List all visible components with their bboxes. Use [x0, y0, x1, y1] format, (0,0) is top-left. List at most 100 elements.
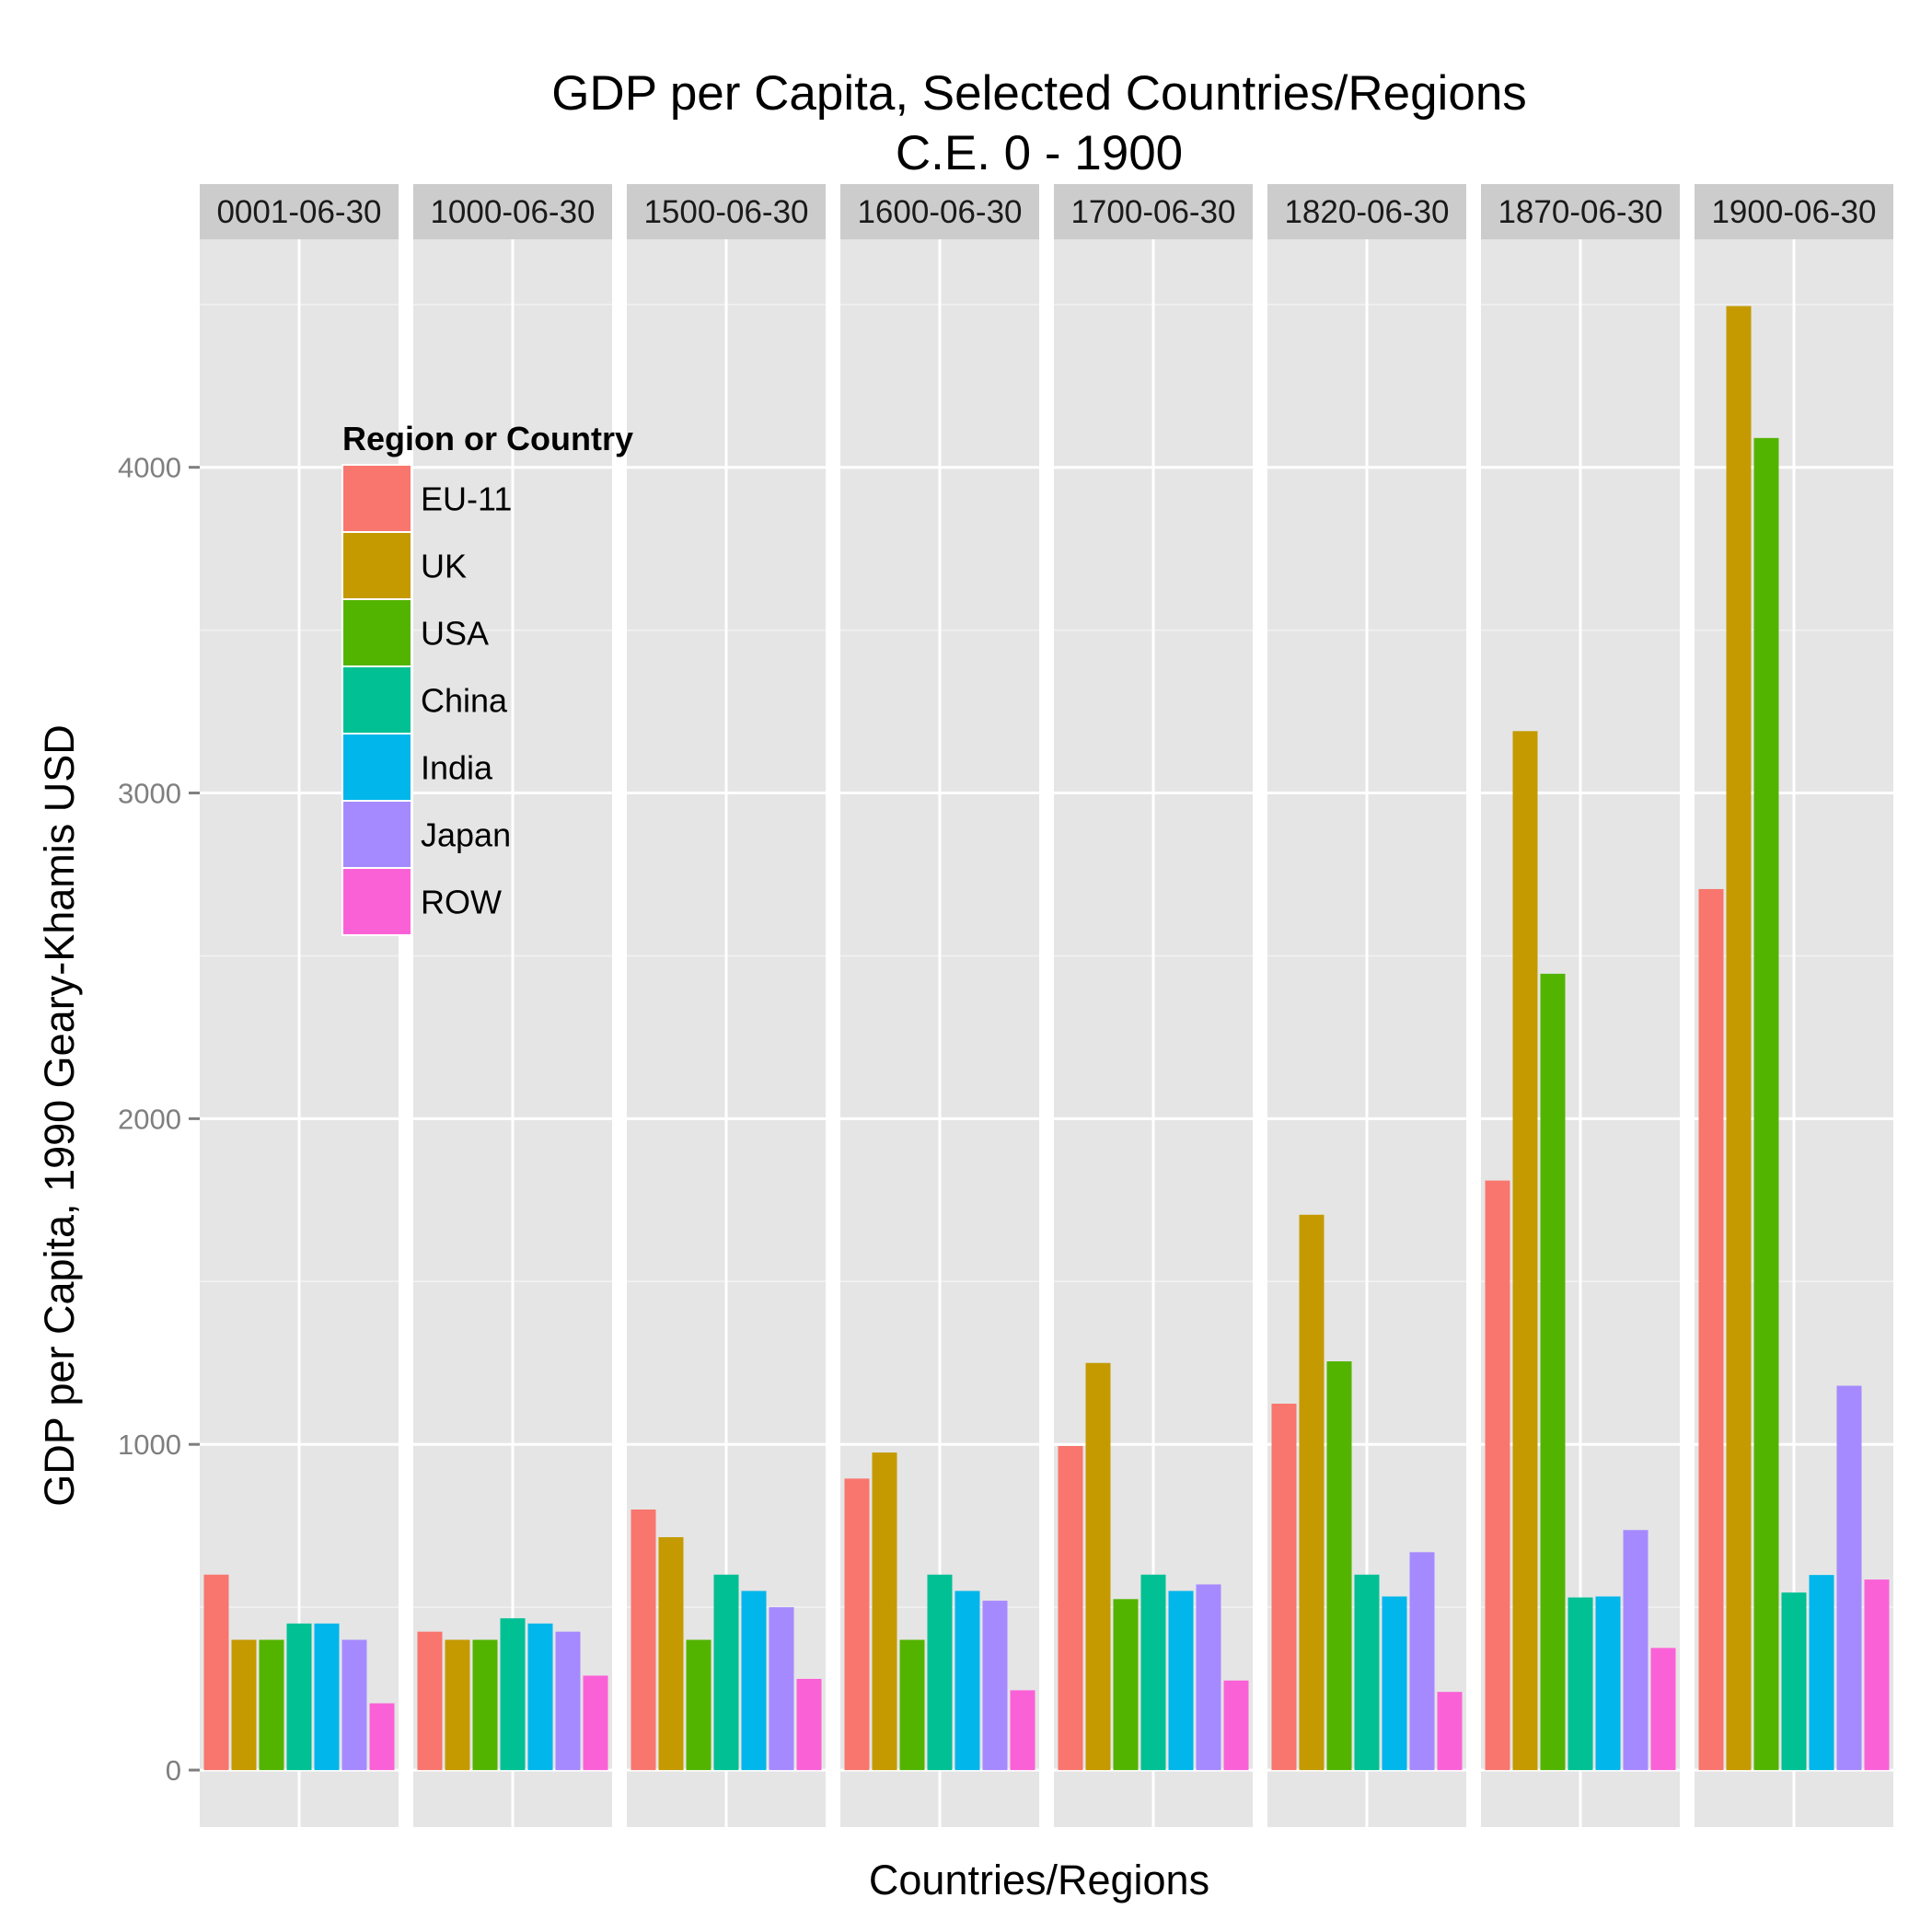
- legend-item: Japan: [341, 800, 511, 869]
- bar: [1299, 1214, 1325, 1771]
- bar: [286, 1623, 312, 1771]
- y-tick-label: 3000: [118, 778, 181, 810]
- bar: [954, 1591, 980, 1771]
- bar: [1568, 1597, 1593, 1771]
- bar: [1223, 1680, 1249, 1771]
- facet-strip-label: 0001-06-30: [216, 194, 381, 230]
- facet-panels: 0001-06-30 1000-06-30 1500-06-30 1600-06-30…: [200, 184, 1893, 1827]
- chart-title-line-2: C.E. 0 - 1900: [896, 126, 1183, 180]
- legend-label: China: [421, 682, 508, 720]
- bar: [203, 1574, 229, 1771]
- bar: [1085, 1362, 1111, 1771]
- legend-label: UK: [421, 548, 467, 585]
- legend-item: EU-11: [341, 464, 512, 533]
- chart-title-line-1: GDP per Capita, Selected Countries/Regio…: [551, 66, 1527, 121]
- y-axis: 0 1000 2000 3000 4000: [118, 452, 200, 1787]
- bar: [1326, 1361, 1352, 1771]
- facet-strip-label: 1000-06-30: [430, 194, 595, 230]
- bar: [899, 1639, 925, 1771]
- facet-strip: [1481, 184, 1680, 239]
- bar: [1540, 973, 1566, 1771]
- facet-panel: 1820-06-30: [1267, 184, 1466, 1827]
- y-tick-label: 1000: [118, 1429, 181, 1461]
- facet-strip: [1695, 184, 1893, 239]
- bar: [1781, 1592, 1807, 1771]
- legend-item: China: [341, 665, 508, 735]
- bar: [1836, 1385, 1862, 1771]
- bar: [927, 1574, 953, 1771]
- facet-panel: 1000-06-30: [413, 184, 612, 1827]
- bar: [1382, 1596, 1407, 1771]
- facet-panel: 1900-06-30: [1695, 184, 1893, 1827]
- facet-strip-label: 1500-06-30: [643, 194, 808, 230]
- y-axis-title: GDP per Capita, 1990 Geary-Khamis USD: [36, 724, 83, 1507]
- bar: [341, 1639, 367, 1771]
- facet-panel: 1700-06-30: [1054, 184, 1253, 1827]
- facet-panel: 1870-06-30: [1481, 184, 1680, 1827]
- legend-item: ROW: [341, 867, 502, 936]
- legend-key: [341, 464, 412, 533]
- bar: [1726, 306, 1752, 1771]
- bar: [658, 1537, 684, 1771]
- facet-strip-label: 1900-06-30: [1711, 194, 1876, 230]
- legend-key: [341, 665, 412, 735]
- facet-strip: [627, 184, 826, 239]
- facet-panel: 1500-06-30: [627, 184, 826, 1827]
- legend-item: UK: [341, 531, 467, 600]
- facet-strip: [200, 184, 399, 239]
- facet-panel: 1600-06-30: [840, 184, 1039, 1827]
- bar: [741, 1591, 767, 1771]
- facet-strip-label: 1700-06-30: [1070, 194, 1235, 230]
- bar: [259, 1639, 284, 1771]
- legend-key: [341, 800, 412, 869]
- bar: [1058, 1446, 1083, 1771]
- legend-label: India: [421, 749, 493, 787]
- bar: [1485, 1180, 1510, 1771]
- bar: [1409, 1552, 1435, 1771]
- bar: [555, 1631, 581, 1771]
- bar: [1113, 1599, 1139, 1771]
- bar: [1512, 731, 1538, 1771]
- facet-strip: [1267, 184, 1466, 239]
- facet-strip-label: 1870-06-30: [1498, 194, 1662, 230]
- bar: [1010, 1690, 1035, 1771]
- bar: [1354, 1574, 1380, 1771]
- bar: [769, 1607, 794, 1771]
- facet-strip: [1054, 184, 1253, 239]
- bar: [1271, 1404, 1297, 1771]
- legend-key: [341, 733, 412, 802]
- legend-key: [341, 598, 412, 667]
- bar: [583, 1675, 608, 1771]
- chart-title: GDP per Capita, Selected Countries/Regio…: [551, 66, 1527, 180]
- bar: [1864, 1579, 1890, 1771]
- legend-label: Japan: [421, 816, 511, 854]
- legend-label: ROW: [421, 884, 502, 921]
- legend-title: Region or Country: [342, 420, 633, 457]
- facet-strip: [413, 184, 612, 239]
- bar: [1650, 1648, 1676, 1771]
- legend-label: EU-11: [421, 480, 512, 518]
- bar: [1809, 1575, 1834, 1771]
- bar: [1168, 1591, 1194, 1771]
- legend-key: [341, 531, 412, 600]
- legend-key: [341, 867, 412, 936]
- bar: [1698, 888, 1724, 1771]
- x-axis-title: Countries/Regions: [869, 1857, 1209, 1903]
- bar: [686, 1639, 711, 1771]
- bar: [445, 1639, 470, 1771]
- bar: [369, 1703, 395, 1771]
- bar: [844, 1478, 870, 1771]
- bar: [872, 1452, 897, 1771]
- bar: [500, 1618, 526, 1771]
- bar: [796, 1679, 822, 1771]
- y-tick-label: 2000: [118, 1103, 181, 1135]
- facet-strip-label: 1820-06-30: [1284, 194, 1449, 230]
- bar: [1140, 1574, 1166, 1771]
- bar: [1196, 1584, 1221, 1771]
- bar: [1623, 1530, 1649, 1771]
- legend: Region or Country EU-11 UK USA China India Ja…: [341, 420, 633, 936]
- bar: [417, 1631, 443, 1771]
- facet-strip-label: 1600-06-30: [857, 194, 1022, 230]
- bar: [1437, 1692, 1463, 1771]
